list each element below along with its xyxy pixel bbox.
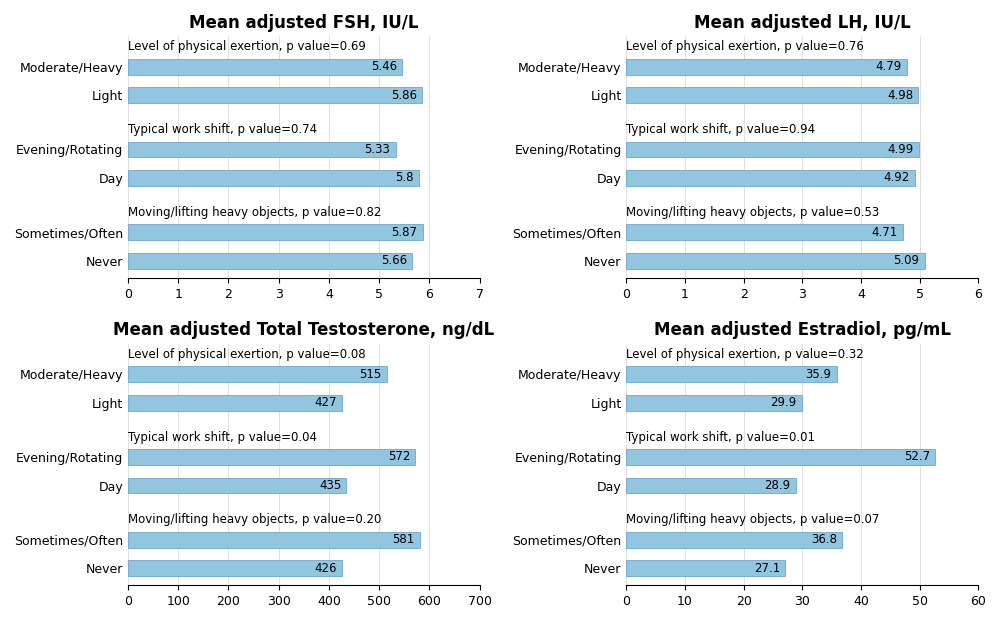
- Bar: [128, 87, 422, 103]
- Bar: [626, 87, 918, 103]
- Bar: [626, 478, 796, 493]
- Bar: [128, 142, 396, 157]
- Text: 28.9: 28.9: [764, 479, 791, 492]
- Text: 4.71: 4.71: [871, 226, 897, 239]
- Text: Moving/lifting heavy objects, p value=0.07: Moving/lifting heavy objects, p value=0.…: [626, 513, 880, 526]
- Bar: [626, 253, 925, 269]
- Bar: [626, 225, 903, 240]
- Text: Typical work shift, p value=0.01: Typical work shift, p value=0.01: [626, 430, 815, 443]
- Bar: [128, 395, 342, 411]
- Text: 4.98: 4.98: [887, 89, 913, 102]
- Bar: [128, 253, 412, 269]
- Bar: [626, 170, 915, 186]
- Text: 35.9: 35.9: [806, 368, 832, 381]
- Text: Typical work shift, p value=0.04: Typical work shift, p value=0.04: [128, 430, 317, 443]
- Title: Mean adjusted Total Testosterone, ng/dL: Mean adjusted Total Testosterone, ng/dL: [113, 322, 494, 340]
- Bar: [128, 532, 420, 547]
- Text: 572: 572: [388, 450, 410, 463]
- Bar: [626, 142, 919, 157]
- Text: 5.09: 5.09: [894, 254, 920, 267]
- Text: Typical work shift, p value=0.74: Typical work shift, p value=0.74: [128, 123, 317, 136]
- Text: 5.46: 5.46: [371, 60, 397, 73]
- Bar: [128, 366, 387, 382]
- Text: Level of physical exertion, p value=0.32: Level of physical exertion, p value=0.32: [626, 348, 864, 361]
- Text: Level of physical exertion, p value=0.08: Level of physical exertion, p value=0.08: [128, 348, 366, 361]
- Title: Mean adjusted Estradiol, pg/mL: Mean adjusted Estradiol, pg/mL: [654, 322, 951, 340]
- Bar: [128, 449, 415, 465]
- Text: Moving/lifting heavy objects, p value=0.82: Moving/lifting heavy objects, p value=0.…: [128, 206, 381, 219]
- Text: 27.1: 27.1: [754, 562, 780, 575]
- Bar: [626, 532, 842, 547]
- Text: Moving/lifting heavy objects, p value=0.53: Moving/lifting heavy objects, p value=0.…: [626, 206, 880, 219]
- Bar: [128, 59, 402, 75]
- Text: 4.99: 4.99: [887, 143, 914, 156]
- Bar: [128, 225, 423, 240]
- Text: 5.33: 5.33: [365, 143, 390, 156]
- Bar: [128, 170, 419, 186]
- Title: Mean adjusted FSH, IU/L: Mean adjusted FSH, IU/L: [189, 14, 418, 32]
- Bar: [626, 366, 837, 382]
- Bar: [626, 449, 935, 465]
- Bar: [128, 478, 346, 493]
- Text: Moving/lifting heavy objects, p value=0.20: Moving/lifting heavy objects, p value=0.…: [128, 513, 381, 526]
- Text: Level of physical exertion, p value=0.69: Level of physical exertion, p value=0.69: [128, 40, 366, 53]
- Text: 5.87: 5.87: [392, 226, 418, 239]
- Text: 5.8: 5.8: [396, 172, 414, 185]
- Text: 4.92: 4.92: [883, 172, 910, 185]
- Text: 52.7: 52.7: [904, 450, 930, 463]
- Text: Level of physical exertion, p value=0.76: Level of physical exertion, p value=0.76: [626, 40, 864, 53]
- Title: Mean adjusted LH, IU/L: Mean adjusted LH, IU/L: [694, 14, 911, 32]
- Bar: [626, 560, 785, 576]
- Text: 29.9: 29.9: [770, 396, 796, 409]
- Text: Typical work shift, p value=0.94: Typical work shift, p value=0.94: [626, 123, 816, 136]
- Bar: [626, 395, 802, 411]
- Text: 581: 581: [392, 533, 415, 546]
- Text: 36.8: 36.8: [811, 533, 837, 546]
- Text: 427: 427: [315, 396, 337, 409]
- Text: 5.86: 5.86: [391, 89, 417, 102]
- Text: 426: 426: [314, 562, 337, 575]
- Bar: [128, 560, 342, 576]
- Text: 515: 515: [359, 368, 381, 381]
- Bar: [626, 59, 907, 75]
- Text: 5.66: 5.66: [381, 254, 407, 267]
- Text: 4.79: 4.79: [876, 60, 902, 73]
- Text: 435: 435: [319, 479, 341, 492]
